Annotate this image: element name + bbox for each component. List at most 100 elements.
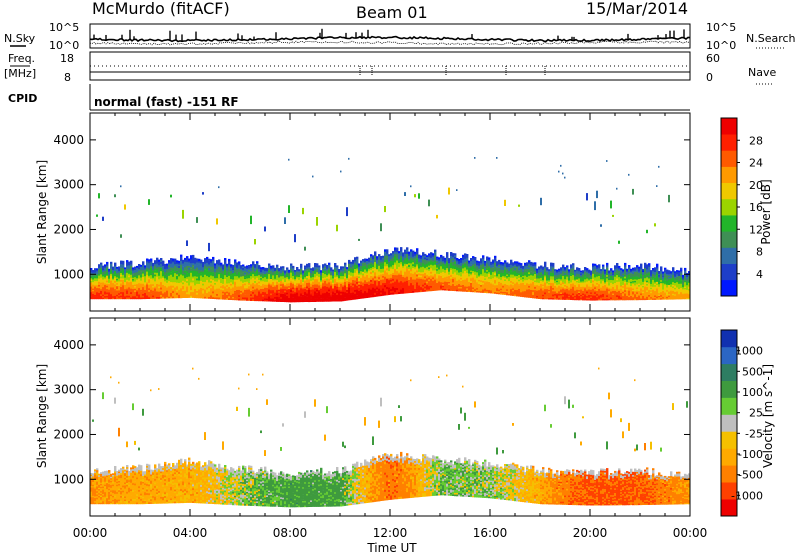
power-cell [118,275,121,277]
power-cell [192,284,195,287]
power-cell [236,276,239,279]
power-cell [276,283,279,286]
power-cell [438,282,441,285]
power-cell [110,288,113,291]
power-cell [124,290,127,292]
power-cell [410,282,413,286]
noise-panel: N.Sky 10^5 10^0 10^5 10^0 N.Search [4,21,796,52]
power-cell [420,276,423,279]
power-cell [370,289,373,292]
power-cell [320,278,323,281]
power-cell [288,290,291,293]
power-cell [388,289,391,292]
power-cell [294,297,297,300]
power-cell [442,259,445,262]
power-cell [150,265,153,268]
power-cell [350,265,353,268]
power-cell [412,271,415,274]
power-cell [206,270,209,273]
power-cell [460,279,463,281]
power-cell [366,278,369,281]
power-cell [356,287,359,290]
power-cell [364,260,367,263]
power-cell [292,279,295,281]
power-cell [398,251,401,254]
power-cell [240,276,243,279]
power-cell [96,290,99,293]
power-cell [352,277,355,280]
power-cell [238,263,241,266]
power-cell [464,262,467,265]
power-cell [134,294,137,297]
power-cell [468,267,471,270]
power-cell [302,281,305,284]
power-cell [318,280,321,283]
power-cell [324,279,327,281]
power-cell [264,278,267,281]
power-cell [134,287,137,289]
power-cell [412,283,415,286]
power-cell [144,283,147,286]
power-cell [378,265,381,268]
power-cell [360,289,363,292]
power-cell [184,272,187,275]
power-cell [296,278,299,280]
power-cell [414,283,417,286]
power-cell [200,264,203,267]
power-cell [470,268,473,271]
power-cell [180,284,183,287]
power-cell [464,281,467,284]
power-cell [460,282,463,284]
power-cell [302,294,305,297]
power-cell [152,279,155,281]
power-cell [102,288,105,291]
power-cell [424,277,427,280]
power-cell [144,275,147,278]
power-cell [408,266,411,269]
power-cell [138,287,141,290]
power-cell [426,287,429,290]
power-cell [308,280,311,283]
power-cell [312,289,315,292]
power-cell [314,296,317,299]
power-cell [434,262,437,265]
power-cell [262,293,265,296]
power-cell [368,268,371,271]
power-cell [252,293,255,296]
power-cell [322,281,325,284]
power-cell [240,297,243,299]
power-cell [144,291,147,293]
power-cell [192,289,195,293]
power-cell [168,261,171,264]
power-cell [328,273,331,276]
power-cell [164,274,167,277]
power-cell [236,272,239,275]
power-cell [212,289,215,292]
power-cell [408,251,411,254]
power-cell [176,262,179,264]
power-cell [266,281,269,284]
power-cell [302,284,305,287]
power-cell [134,296,137,298]
power-cell [90,270,93,273]
power-cell [328,292,331,295]
power-cell [358,293,361,296]
power-cell [162,274,165,277]
power-cell [136,277,139,280]
power-cell [412,252,415,255]
power-cell [222,280,225,283]
power-cell [334,264,337,267]
power-cell [392,274,395,277]
power-cell [370,293,373,296]
power-cell [152,277,155,280]
power-cell [320,293,323,295]
power-cell [192,270,195,273]
power-cell [292,295,295,298]
power-cell [320,294,323,297]
power-cell [262,271,265,274]
cpid-panel: CPID normal (fast) -151 RF [8,84,690,111]
power-cell [452,283,455,286]
power-cell [392,278,395,281]
power-cell [160,280,163,283]
power-cell [380,272,383,275]
